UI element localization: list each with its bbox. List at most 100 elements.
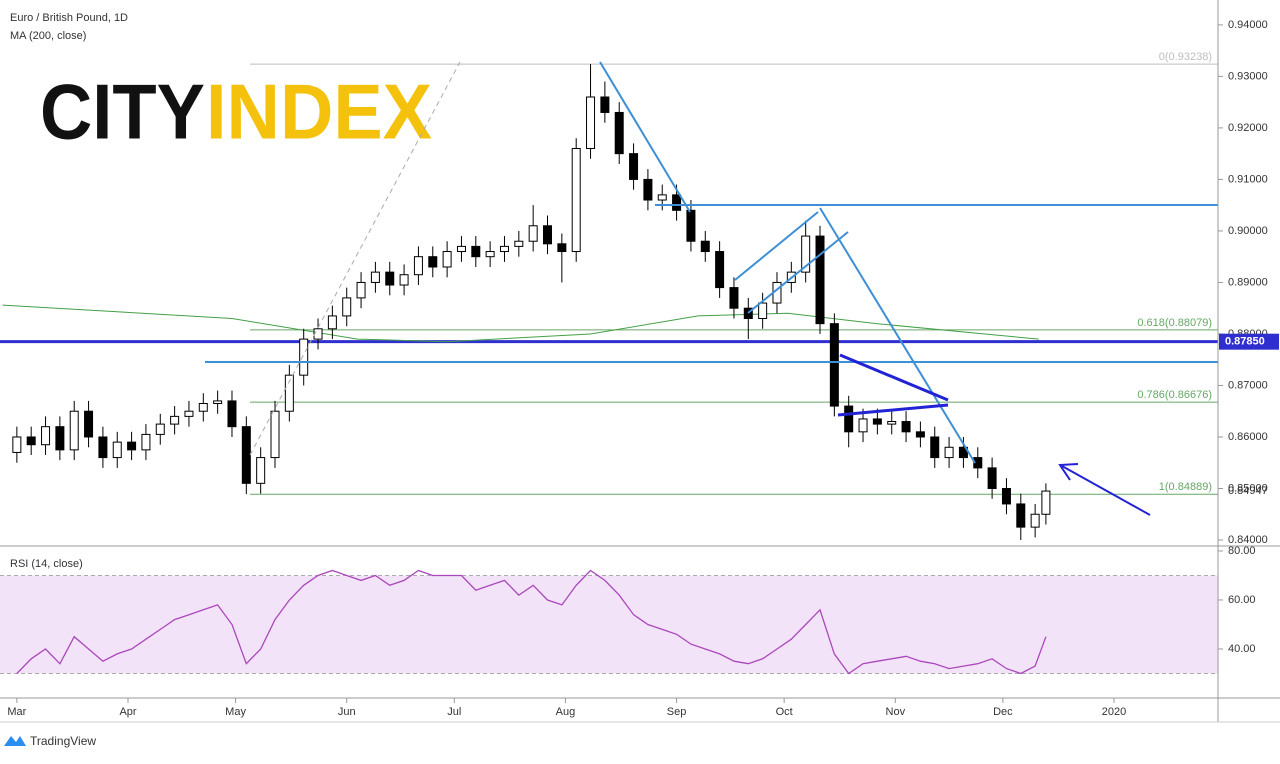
candle-body (213, 400, 223, 404)
candle-body (327, 315, 337, 330)
x-tick-label: Aug (556, 706, 576, 718)
candle-body (629, 153, 639, 180)
fib-label: 1(0.84889) (1159, 481, 1212, 493)
y-tick-label: 0.86000 (1228, 431, 1268, 443)
y-tick-label: 40.00 (1228, 643, 1256, 655)
x-tick-label: Sep (667, 706, 687, 718)
candle-body (385, 271, 395, 286)
logo-right: INDEX (206, 68, 432, 156)
y-tick-label: 0.87000 (1228, 379, 1268, 391)
arrow (1061, 465, 1151, 516)
candle-body (872, 418, 882, 425)
candle-body (112, 441, 122, 459)
candle-body (55, 426, 65, 451)
x-tick-label: Dec (993, 706, 1013, 718)
candle-body (98, 436, 108, 459)
y-tick-label: 80.00 (1228, 545, 1256, 557)
candle-body (557, 243, 567, 253)
arrow-head (1058, 463, 1079, 481)
candle-body (700, 240, 710, 253)
y-tick-label: 0.85000 (1228, 482, 1268, 494)
candle-body (657, 194, 667, 201)
candle-body (12, 436, 22, 453)
candle-body (887, 421, 897, 425)
moving-average (2, 304, 1039, 343)
candle-body (170, 415, 180, 425)
x-tick-label: 2020 (1102, 706, 1126, 718)
candle-body (901, 421, 911, 433)
candle-body (284, 374, 294, 412)
triangle-line (839, 353, 949, 402)
candle-body (26, 436, 36, 446)
candle-body (672, 194, 682, 211)
y-tick-label: 0.84000 (1228, 534, 1268, 546)
fib-label: 0.786(0.86676) (1137, 389, 1212, 401)
trend-line (249, 61, 461, 456)
candle-body (944, 446, 954, 459)
channel-line (747, 231, 849, 314)
rsi-band (0, 575, 1218, 674)
candle-body (456, 245, 466, 253)
rsi-title: RSI (14, close) (10, 558, 83, 570)
channel-line (734, 211, 819, 281)
candle-body (614, 111, 624, 155)
candle-body (1001, 487, 1011, 505)
candle-body (1041, 490, 1051, 515)
y-tick-label: 0.91000 (1228, 173, 1268, 185)
candle-body (829, 323, 839, 407)
candle-body (399, 274, 409, 286)
fib-label: 0(0.93238) (1159, 51, 1212, 63)
candle-body (442, 251, 452, 268)
chart-title: Euro / British Pound, 1D (10, 12, 128, 24)
candle-body (729, 287, 739, 309)
candle-body (915, 431, 925, 438)
x-tick-label: Oct (776, 706, 793, 718)
candle-body (155, 423, 165, 435)
candle-body (1030, 513, 1040, 528)
x-tick-label: Apr (119, 706, 136, 718)
candle-body (370, 271, 380, 283)
x-tick-label: Mar (7, 706, 26, 718)
candle-body (184, 410, 194, 417)
price-tag-label: 0.87850 (1225, 336, 1265, 348)
candle-body (227, 400, 237, 428)
candle-body (471, 245, 481, 258)
candle-body (1016, 503, 1026, 528)
logo-left: CITY (40, 68, 205, 156)
candle-body (528, 225, 538, 242)
candle-body (413, 256, 423, 276)
candle-body (543, 225, 553, 245)
y-tick-label: 0.94000 (1228, 19, 1268, 31)
y-tick-label: 0.92000 (1228, 122, 1268, 134)
triangle-line (837, 403, 949, 417)
candle-body (127, 441, 137, 451)
candle-body (299, 338, 309, 376)
candle-body (356, 281, 366, 299)
candle-body (801, 235, 811, 273)
candle-body (428, 256, 438, 268)
candle-body (987, 467, 997, 489)
candle-body (313, 328, 323, 340)
drawings (205, 61, 1218, 516)
candle-body (844, 405, 854, 433)
candle-body (485, 251, 495, 258)
y-tick-label: 0.90000 (1228, 225, 1268, 237)
rsi-band-layer (0, 575, 1218, 674)
y-tick-label: 0.89000 (1228, 276, 1268, 288)
candle-body (586, 96, 596, 150)
fib-label: 0.618(0.88079) (1137, 317, 1212, 329)
candle-body (858, 418, 868, 433)
candle-body (84, 410, 94, 438)
rsi-line (16, 569, 1047, 675)
candle-body (198, 402, 208, 412)
trend-line (599, 61, 691, 213)
candle-body (715, 251, 725, 289)
candle-body (815, 235, 825, 325)
x-tick-label: Jun (338, 706, 356, 718)
candle-body (342, 297, 352, 317)
x-tick-label: Nov (886, 706, 906, 718)
candle-body (499, 245, 509, 253)
price-tag (1219, 333, 1279, 350)
candle-body (930, 436, 940, 459)
